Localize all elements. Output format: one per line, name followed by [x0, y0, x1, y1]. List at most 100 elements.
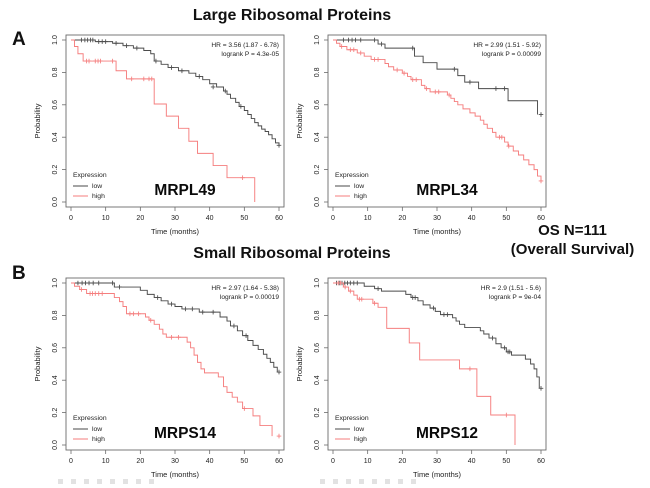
y-tick-label: 0.2 — [314, 408, 321, 418]
y-tick-label: 1.0 — [314, 35, 321, 45]
survival-curve-low — [333, 39, 539, 115]
censor-marks-low — [341, 37, 544, 117]
survival-curve-low — [71, 39, 280, 146]
x-tick-label: 20 — [136, 215, 144, 222]
cropped-text-remnant-left — [58, 479, 154, 484]
km-plot-mrpl49: 0 10 20 30 40 50 60 Time (months) 0.0 0.2 0.4 0.6 0.… — [33, 34, 285, 236]
os-note: OS N=111 (Overall Survival) — [495, 221, 650, 259]
y-tick-label: 0.4 — [52, 132, 59, 142]
legend-title: Expression — [73, 415, 107, 422]
x-tick-label: 40 — [468, 215, 476, 222]
x-tick-label: 40 — [206, 458, 214, 465]
x-tick-label: 60 — [275, 215, 283, 222]
hr-annotation: HR = 2.99 (1.51 - 5.92) — [473, 42, 541, 49]
title-small-ribosomal: Small Ribosomal Proteins — [193, 245, 391, 262]
hr-annotation: HR = 3.56 (1.87 - 6.78) — [211, 42, 279, 49]
survival-curve-high — [71, 282, 273, 437]
y-axis-title: Probability — [33, 346, 42, 381]
x-tick-label: 0 — [69, 215, 73, 222]
x-tick-label: 10 — [102, 215, 110, 222]
x-tick-label: 20 — [398, 458, 406, 465]
logrank-annotation: logrank P = 9e-04 — [489, 294, 541, 301]
x-tick-label: 10 — [102, 458, 110, 465]
hr-annotation: HR = 2.97 (1.64 - 5.38) — [211, 285, 279, 292]
y-tick-label: 0.0 — [314, 197, 321, 207]
y-tick-label: 0.8 — [52, 310, 59, 320]
gene-name-label: MRPL34 — [416, 182, 478, 199]
censor-marks-high — [335, 280, 509, 418]
x-tick-label: 10 — [364, 215, 372, 222]
y-tick-label: 0.8 — [314, 67, 321, 77]
panel-label-b: B — [12, 263, 26, 284]
km-plot-mrps14: 0 10 20 30 40 50 60 Time (months) 0.0 0.2 0.4 0.6 0.… — [33, 277, 285, 479]
gene-name-label: MRPS12 — [416, 425, 478, 442]
legend-label-high: high — [354, 436, 367, 443]
x-tick-label: 50 — [502, 458, 510, 465]
x-axis-title: Time (months) — [151, 227, 200, 236]
y-tick-label: 0.6 — [314, 343, 321, 353]
y-tick-label: 1.0 — [314, 278, 321, 288]
x-axis-title: Time (months) — [413, 470, 462, 479]
x-tick-label: 20 — [136, 458, 144, 465]
x-tick-label: 40 — [206, 215, 214, 222]
censor-marks-low — [75, 280, 282, 375]
x-tick-label: 30 — [433, 215, 441, 222]
y-tick-label: 1.0 — [52, 35, 59, 45]
x-tick-label: 30 — [433, 458, 441, 465]
y-tick-label: 0.2 — [314, 165, 321, 175]
x-axis-title: Time (months) — [413, 227, 462, 236]
logrank-annotation: logrank P = 0.00099 — [482, 51, 541, 58]
y-axis-title: Probability — [33, 103, 42, 138]
y-tick-label: 0.2 — [52, 165, 59, 175]
legend-label-low: low — [92, 426, 102, 433]
legend-label-low: low — [92, 183, 102, 190]
y-tick-label: 0.4 — [314, 132, 321, 142]
y-axis-title: Probability — [295, 103, 304, 138]
y-tick-label: 0.4 — [52, 375, 59, 385]
censor-marks-high — [79, 287, 282, 439]
censor-marks-high — [339, 44, 544, 184]
y-tick-label: 0.8 — [52, 67, 59, 77]
x-tick-label: 20 — [398, 215, 406, 222]
panel-label-a: A — [12, 29, 26, 50]
x-tick-label: 0 — [331, 215, 335, 222]
survival-curve-low — [333, 282, 540, 389]
x-tick-label: 30 — [171, 215, 179, 222]
km-plot-mrpl34: 0 10 20 30 40 50 60 Time (months) 0.0 0.2 0.4 0.6 0.… — [295, 34, 547, 236]
y-axis-title: Probability — [295, 346, 304, 381]
legend-title: Expression — [335, 415, 369, 422]
x-tick-label: 60 — [537, 458, 545, 465]
x-tick-label: 50 — [240, 458, 248, 465]
survival-curve-high — [71, 39, 256, 202]
cropped-text-remnant-right — [320, 479, 416, 484]
os-note-line1: OS N=111 — [538, 222, 607, 239]
x-tick-label: 30 — [171, 458, 179, 465]
legend-label-high: high — [354, 193, 367, 200]
y-tick-label: 0.0 — [52, 440, 59, 450]
x-axis-title: Time (months) — [151, 470, 200, 479]
y-tick-label: 0.6 — [314, 100, 321, 110]
y-tick-label: 0.6 — [52, 100, 59, 110]
hr-annotation: HR = 2.9 (1.51 - 5.6) — [481, 285, 541, 292]
y-tick-label: 0.6 — [52, 343, 59, 353]
x-tick-label: 50 — [502, 215, 510, 222]
legend-title: Expression — [73, 172, 107, 179]
logrank-annotation: logrank P = 4.3e-05 — [221, 51, 279, 58]
y-tick-label: 0.0 — [314, 440, 321, 450]
y-tick-label: 0.8 — [314, 310, 321, 320]
x-tick-label: 60 — [537, 215, 545, 222]
legend-label-high: high — [92, 436, 105, 443]
logrank-annotation: logrank P = 0.00019 — [220, 294, 279, 301]
y-tick-label: 0.4 — [314, 375, 321, 385]
x-tick-label: 60 — [275, 458, 283, 465]
censor-marks-high — [84, 58, 245, 180]
x-tick-label: 0 — [331, 458, 335, 465]
censor-marks-low — [79, 37, 282, 148]
x-tick-label: 50 — [240, 215, 248, 222]
title-large-ribosomal: Large Ribosomal Proteins — [192, 7, 392, 24]
legend-label-low: low — [354, 183, 364, 190]
legend-label-high: high — [92, 193, 105, 200]
x-tick-label: 40 — [468, 458, 476, 465]
legend-label-low: low — [354, 426, 364, 433]
